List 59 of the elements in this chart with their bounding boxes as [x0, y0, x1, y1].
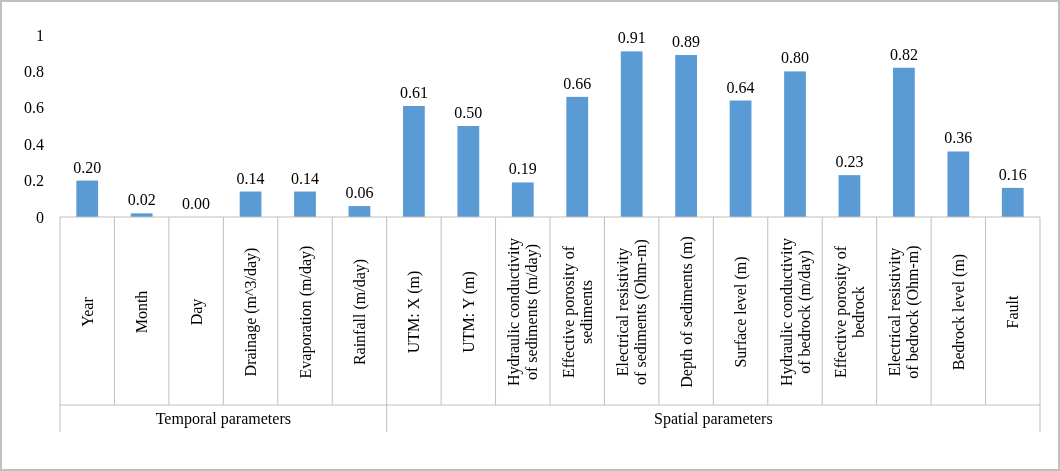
data-label: 0.19 [508, 160, 537, 178]
y-tick-label: 0.2 [24, 172, 44, 190]
y-tick-label: 0.6 [24, 99, 44, 117]
x-tick-label: Electrical resistivity of bedrock (Ohm-m) [886, 245, 923, 379]
data-label: 0.14 [236, 169, 265, 187]
data-label: 0.64 [726, 78, 755, 96]
x-tick-label: Drainage (m^3/day) [242, 247, 261, 377]
x-tick-label: Hydraulic conductivity of sediments (m/day) [505, 238, 542, 386]
x-tick-label: Day [187, 298, 206, 326]
y-tick-label: 1 [36, 26, 44, 44]
bar [893, 67, 915, 217]
text: Spatial parameters [654, 410, 773, 428]
x-tick-label: Effective porosity of sediments [559, 245, 595, 379]
data-label: 0.06 [345, 184, 374, 202]
data-label: 0.89 [672, 33, 701, 51]
y-tick-label: 0.4 [24, 135, 44, 153]
x-tick-label: Electrical resistivity of sediments (Ohm-m) [614, 239, 651, 385]
data-label: 0.00 [182, 195, 211, 212]
bar [1001, 187, 1024, 217]
x-tick-label: Surface level (m) [732, 256, 751, 368]
y-tick-label: 0 [36, 208, 44, 226]
data-label: 0.50 [454, 104, 483, 121]
x-tick-label: Evaporation (m/day) [296, 245, 315, 379]
bar [620, 51, 643, 217]
y-tick-label: 0.8 [24, 63, 44, 80]
bar [457, 126, 480, 217]
bar [566, 96, 589, 217]
x-tick-label: Bedrock level (m) [949, 253, 968, 371]
bar [784, 71, 806, 217]
data-label: 0.61 [399, 83, 428, 101]
data-label: 0.82 [889, 45, 918, 63]
x-tick-label: Rainfall (m/day) [351, 258, 370, 366]
bar [403, 105, 425, 217]
text: Temporal parameters [155, 410, 291, 428]
data-label: 0.91 [617, 29, 646, 47]
data-label: 0.14 [291, 169, 319, 187]
x-tick-label: Depth of sediments (m) [677, 236, 696, 388]
data-label: 0.66 [563, 74, 592, 92]
bar [947, 151, 970, 217]
data-label: 0.16 [998, 165, 1027, 183]
x-tick-label: Month [133, 290, 151, 334]
data-label: 0.02 [127, 191, 156, 209]
data-label: 0.20 [73, 158, 102, 176]
bar [239, 191, 262, 217]
x-tick-label: Hydraulic conductivity of bedrock (m/day) [777, 238, 814, 386]
data-label: 0.23 [835, 153, 864, 171]
bar [838, 175, 861, 217]
bar [76, 180, 99, 217]
x-tick-label: Fault [1004, 295, 1022, 329]
data-label: 0.36 [944, 129, 973, 147]
x-tick-label: UTM: Y (m) [459, 271, 478, 353]
x-tick-label: Effective porosity of bedrock [832, 245, 868, 379]
bar [511, 182, 534, 217]
bar [294, 191, 316, 217]
bar [675, 55, 697, 217]
x-tick-label: Year [78, 296, 96, 327]
x-tick-label: UTM: X (m) [405, 270, 424, 354]
data-label: 0.80 [781, 49, 809, 67]
bar [729, 100, 752, 217]
